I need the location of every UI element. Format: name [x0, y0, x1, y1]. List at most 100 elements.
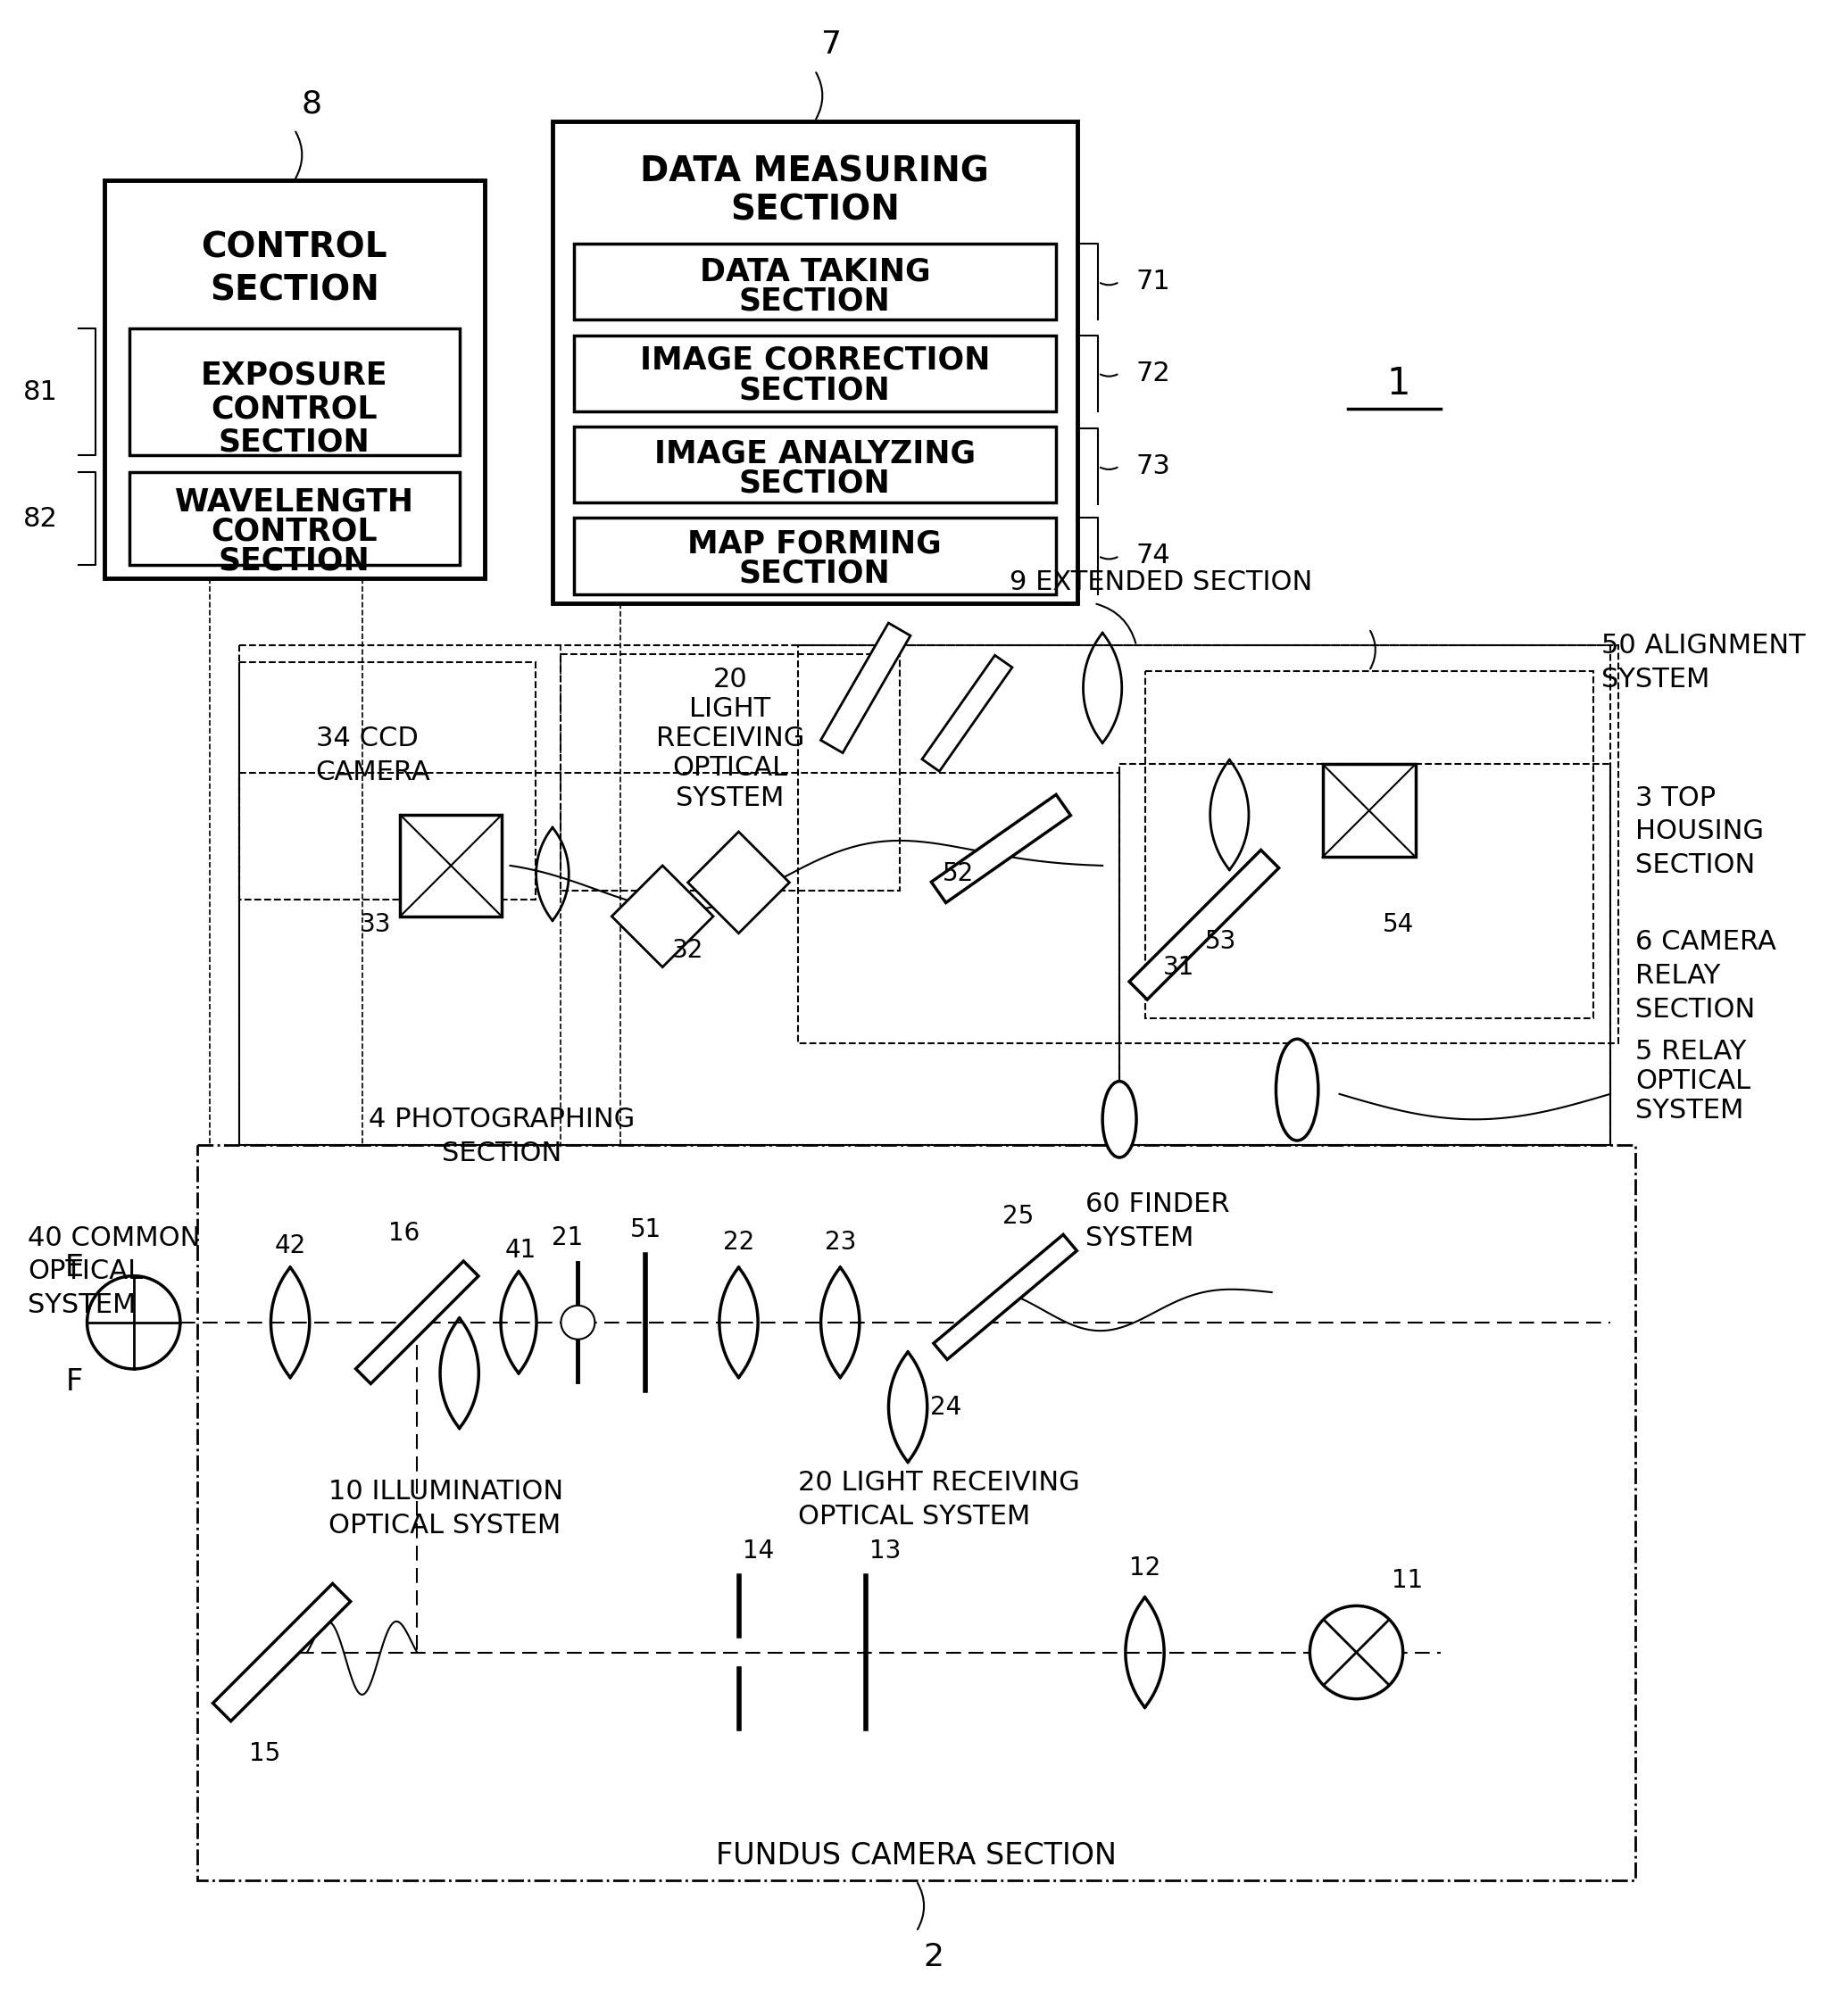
Bar: [104, 179, 485, 579]
Text: SYSTEM: SYSTEM: [27, 1292, 135, 1318]
Text: SYSTEM: SYSTEM: [1086, 1226, 1194, 1250]
Text: SECTION: SECTION: [219, 546, 369, 577]
Text: 50 ALIGNMENT: 50 ALIGNMENT: [1602, 633, 1805, 659]
Text: 14: 14: [743, 1538, 774, 1562]
Text: 53: 53: [1205, 929, 1236, 954]
Text: MAP FORMING: MAP FORMING: [688, 528, 942, 558]
Bar: [401, 814, 501, 917]
Circle shape: [88, 1276, 181, 1369]
Text: 74: 74: [1136, 542, 1171, 569]
Text: 5 RELAY: 5 RELAY: [1635, 1038, 1747, 1064]
Bar: [574, 244, 1055, 321]
Bar: [562, 653, 900, 891]
Circle shape: [562, 1306, 594, 1339]
Text: EXPOSURE: EXPOSURE: [201, 359, 388, 389]
Text: FUNDUS CAMERA SECTION: FUNDUS CAMERA SECTION: [715, 1841, 1118, 1871]
Text: 10 ILLUMINATION: 10 ILLUMINATION: [327, 1478, 563, 1504]
Text: SECTION: SECTION: [443, 1141, 562, 1165]
Text: IMAGE CORRECTION: IMAGE CORRECTION: [640, 345, 989, 375]
Text: OPTICAL: OPTICAL: [1635, 1068, 1750, 1095]
Text: DATA TAKING: DATA TAKING: [699, 256, 931, 286]
Bar: [1145, 671, 1593, 1018]
Text: 71: 71: [1136, 268, 1171, 294]
Text: CONTROL: CONTROL: [210, 393, 379, 423]
Text: SECTION: SECTION: [739, 468, 891, 498]
Text: CAMERA: CAMERA: [316, 760, 430, 786]
Text: LIGHT: LIGHT: [690, 696, 770, 722]
Text: SECTION: SECTION: [739, 286, 891, 317]
Text: 32: 32: [671, 937, 704, 964]
Text: SECTION: SECTION: [1635, 853, 1756, 879]
Text: SECTION: SECTION: [1635, 996, 1756, 1022]
Text: 40 COMMON: 40 COMMON: [27, 1226, 201, 1250]
Text: 52: 52: [944, 861, 975, 887]
Text: OPTICAL SYSTEM: OPTICAL SYSTEM: [327, 1512, 560, 1538]
Text: 7: 7: [821, 30, 841, 60]
Text: 31: 31: [1163, 956, 1194, 980]
Text: SECTION: SECTION: [219, 427, 369, 458]
Text: 24: 24: [931, 1395, 962, 1419]
Text: 20: 20: [713, 667, 748, 691]
Polygon shape: [611, 865, 713, 968]
Text: 82: 82: [22, 506, 57, 532]
Bar: [1119, 764, 1610, 1145]
Text: 16: 16: [390, 1222, 421, 1246]
Bar: [130, 329, 459, 456]
Text: 2: 2: [924, 1941, 944, 1972]
Text: SECTION: SECTION: [739, 558, 891, 589]
Text: HOUSING: HOUSING: [1635, 818, 1765, 845]
Text: SYSTEM: SYSTEM: [677, 784, 785, 810]
Text: 15: 15: [249, 1742, 280, 1766]
Text: 20 LIGHT RECEIVING: 20 LIGHT RECEIVING: [797, 1470, 1079, 1496]
Text: 54: 54: [1383, 913, 1414, 937]
Text: SECTION: SECTION: [739, 375, 891, 405]
Polygon shape: [933, 1234, 1077, 1359]
Text: E: E: [66, 1252, 84, 1282]
Text: 9 EXTENDED SECTION: 9 EXTENDED SECTION: [1010, 569, 1311, 595]
Text: SECTION: SECTION: [210, 274, 379, 306]
Polygon shape: [357, 1262, 479, 1383]
Text: 42: 42: [274, 1234, 305, 1258]
Text: 21: 21: [552, 1226, 583, 1250]
Text: DATA MEASURING: DATA MEASURING: [640, 155, 989, 190]
Text: 3 TOP: 3 TOP: [1635, 784, 1716, 810]
Polygon shape: [931, 794, 1070, 903]
Text: 33: 33: [360, 913, 391, 937]
Text: 4 PHOTOGRAPHING: 4 PHOTOGRAPHING: [369, 1107, 635, 1133]
Text: F: F: [66, 1367, 82, 1397]
Text: OPTICAL SYSTEM: OPTICAL SYSTEM: [797, 1504, 1030, 1530]
Text: WAVELENGTH: WAVELENGTH: [176, 486, 413, 516]
Text: CONTROL: CONTROL: [210, 516, 379, 546]
Text: SYSTEM: SYSTEM: [1602, 667, 1710, 691]
Bar: [130, 472, 459, 564]
Text: OPTICAL: OPTICAL: [673, 756, 788, 782]
Circle shape: [1310, 1607, 1403, 1699]
Text: 72: 72: [1136, 361, 1171, 387]
Bar: [1322, 764, 1416, 857]
Polygon shape: [922, 655, 1011, 772]
Text: 11: 11: [1392, 1568, 1423, 1593]
Text: SYSTEM: SYSTEM: [1635, 1099, 1743, 1123]
Polygon shape: [1128, 851, 1278, 1000]
Text: OPTICAL: OPTICAL: [27, 1258, 143, 1284]
Text: 41: 41: [505, 1238, 536, 1262]
Polygon shape: [821, 623, 911, 752]
Text: 73: 73: [1136, 454, 1171, 480]
Bar: [552, 121, 1077, 603]
Ellipse shape: [1103, 1081, 1136, 1157]
Text: RECEIVING: RECEIVING: [657, 726, 805, 752]
Text: 25: 25: [1002, 1204, 1033, 1230]
Text: RELAY: RELAY: [1635, 962, 1721, 988]
Text: 22: 22: [722, 1230, 754, 1254]
Text: 12: 12: [1128, 1554, 1161, 1581]
Polygon shape: [212, 1583, 351, 1722]
Text: 60 FINDER: 60 FINDER: [1086, 1191, 1229, 1218]
Text: 6 CAMERA: 6 CAMERA: [1635, 929, 1776, 956]
Bar: [240, 663, 536, 899]
Bar: [574, 518, 1055, 595]
Bar: [574, 335, 1055, 411]
Text: 8: 8: [302, 89, 322, 119]
Polygon shape: [688, 833, 790, 933]
Bar: [797, 645, 1619, 1042]
Text: 81: 81: [22, 379, 57, 405]
